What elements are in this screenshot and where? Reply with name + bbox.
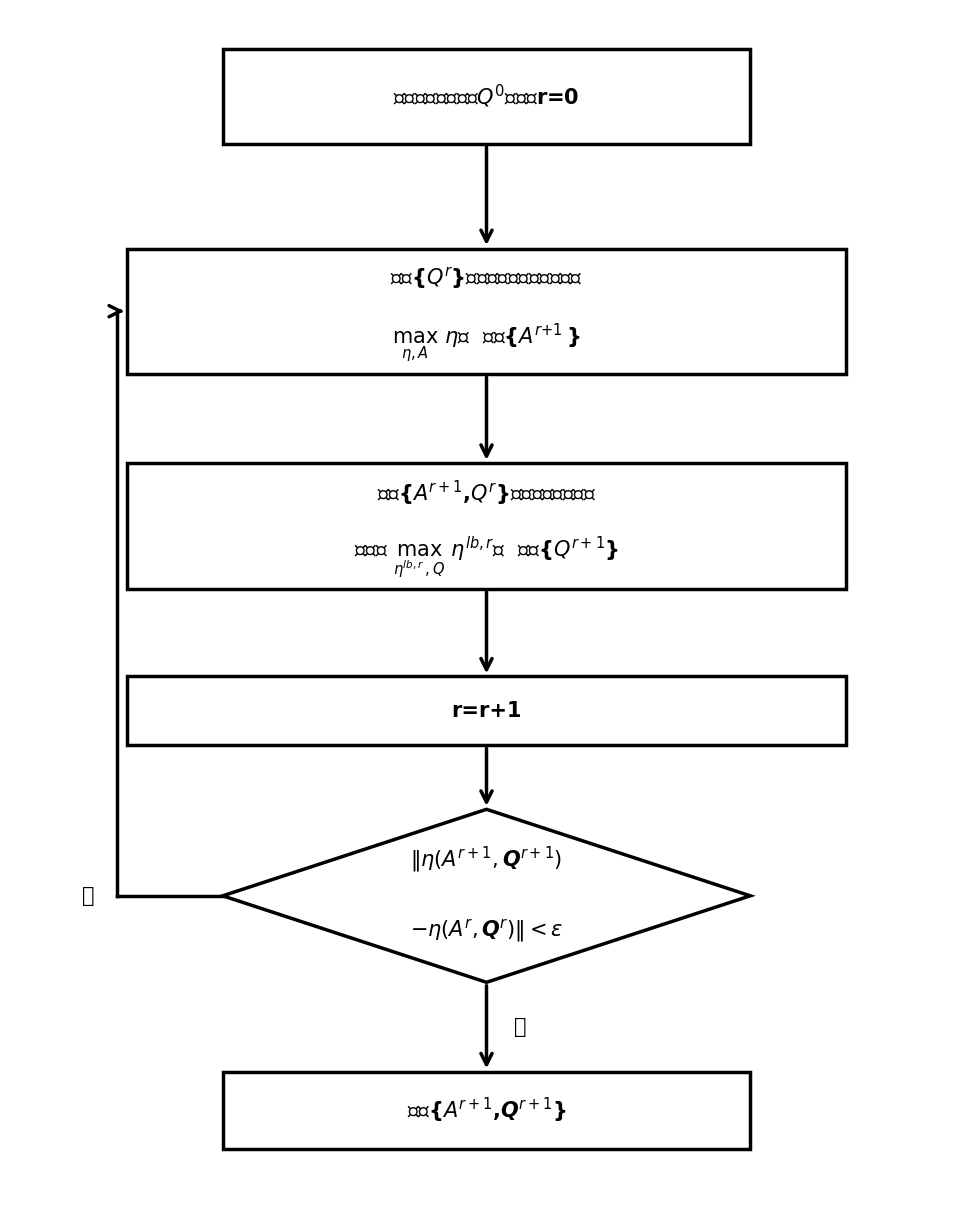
FancyBboxPatch shape <box>223 48 750 144</box>
Text: 给定{$Q^r$}，计算用户时序优化问题: 给定{$Q^r$}，计算用户时序优化问题 <box>390 266 583 292</box>
Text: 否: 否 <box>83 886 94 905</box>
Text: $\|\eta(A^{r+1},\boldsymbol{Q}^{r+1})$: $\|\eta(A^{r+1},\boldsymbol{Q}^{r+1})$ <box>411 845 562 875</box>
FancyBboxPatch shape <box>126 249 847 374</box>
Text: 给定{$A^{r+1}$,$Q^r$}，计算飞行路径优: 给定{$A^{r+1}$,$Q^r$}，计算飞行路径优 <box>377 479 596 508</box>
Text: 化问题 $\max_{\eta^{lb,r},Q}$ $\eta^{lb,r}$，  得到{$Q^{r+1}$}: 化问题 $\max_{\eta^{lb,r},Q}$ $\eta^{lb,r}$… <box>354 535 619 582</box>
Text: 是: 是 <box>514 1018 526 1037</box>
Text: $\max_{\eta,A}$ $\eta$，  得到{$A^{r+1}$}: $\max_{\eta,A}$ $\eta$， 得到{$A^{r+1}$} <box>392 321 581 366</box>
Text: 初始化无人机路径$Q^0$，输入r=0: 初始化无人机路径$Q^0$，输入r=0 <box>393 83 580 110</box>
Text: $- \eta(A^r,\boldsymbol{Q}^r)\| < \varepsilon$: $- \eta(A^r,\boldsymbol{Q}^r)\| < \varep… <box>410 919 563 945</box>
Text: 输出{$A^{r+1}$,$\boldsymbol{Q}^{r+1}$}: 输出{$A^{r+1}$,$\boldsymbol{Q}^{r+1}$} <box>407 1096 566 1125</box>
FancyBboxPatch shape <box>223 1072 750 1149</box>
FancyBboxPatch shape <box>126 463 847 589</box>
FancyBboxPatch shape <box>126 676 847 746</box>
Polygon shape <box>223 810 750 982</box>
Text: r=r+1: r=r+1 <box>451 701 522 721</box>
